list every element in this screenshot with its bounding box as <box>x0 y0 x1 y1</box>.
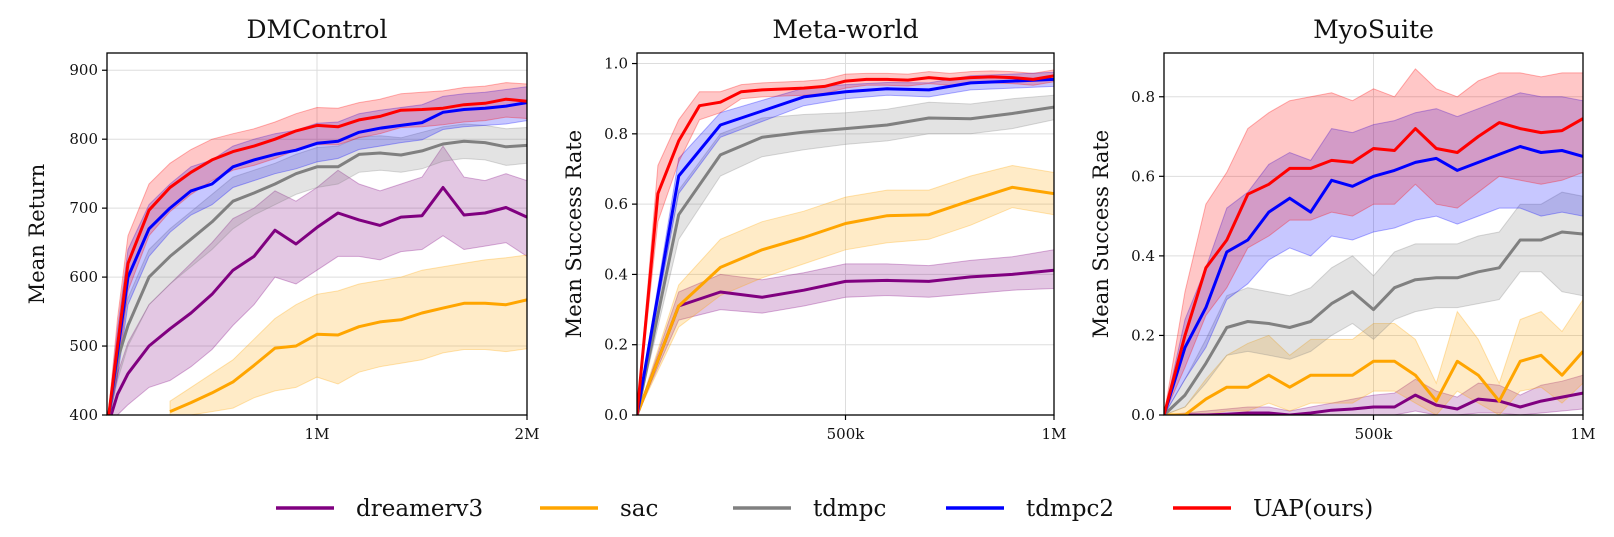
band-tdmpc2 <box>1164 92 1583 415</box>
y-tick-label: 0.2 <box>604 336 628 354</box>
y-tick-label: 400 <box>69 406 98 424</box>
line-uap <box>637 74 1054 415</box>
y-tick-label: 0.6 <box>604 195 628 213</box>
plot-area <box>637 69 1054 415</box>
band-tdmpc <box>637 94 1054 415</box>
line-uap <box>107 97 527 415</box>
line-dreamerv3 <box>109 186 527 415</box>
y-tick-label: 1.0 <box>604 55 628 73</box>
y-tick-label: 0.2 <box>1131 326 1155 344</box>
band-uap <box>107 82 527 415</box>
legend-label: tdmpc <box>813 496 886 522</box>
y-tick-label: 600 <box>69 268 98 286</box>
panel-0: 400 500 600 700 800 900 1M 2M DMControl Mean Retu… <box>25 15 539 443</box>
y-axis-label: Mean Return <box>25 164 49 304</box>
panel-title: MyoSuite <box>1313 15 1434 44</box>
y-tick-label: 0.6 <box>1131 167 1155 185</box>
line-sac <box>1164 350 1583 415</box>
plot-area <box>1164 68 1583 415</box>
band-uap <box>637 69 1054 415</box>
x-tick-label: 500k <box>1355 425 1394 443</box>
band-dreamerv3 <box>637 249 1054 415</box>
line-uap <box>1164 117 1583 415</box>
line-sac <box>169 298 527 413</box>
legend-entry-dreamerv3: dreamerv3 <box>276 496 483 522</box>
legend-label: dreamerv3 <box>356 496 483 522</box>
y-tick-label: 0.4 <box>1131 247 1155 265</box>
line-dreamerv3 <box>1164 391 1583 415</box>
legend-label: sac <box>620 496 658 522</box>
y-axis-label: Mean Success Rate <box>562 130 586 338</box>
line-tdmpc2 <box>1164 145 1583 415</box>
line-tdmpc2 <box>637 77 1054 415</box>
legend-entry-sac: sac <box>540 496 658 522</box>
band-uap <box>1164 68 1583 415</box>
band-tdmpc <box>1164 191 1583 415</box>
x-tick-label: 1M <box>1042 425 1067 443</box>
plot-area <box>107 82 527 415</box>
y-tick-label: 500 <box>69 337 98 355</box>
chart-panels: 400 500 600 700 800 900 1M 2M DMControl Mean Retu… <box>25 15 1595 443</box>
band-tdmpc2 <box>107 86 527 415</box>
band-tdmpc2 <box>637 71 1054 415</box>
legend-label: tdmpc2 <box>1026 496 1114 522</box>
panel-title: Meta-world <box>772 15 918 44</box>
line-tdmpc2 <box>107 101 527 415</box>
line-tdmpc <box>637 105 1054 415</box>
x-tick-label: 1M <box>1571 425 1596 443</box>
y-tick-label: 0.4 <box>604 265 628 283</box>
panel-1: 0.0 0.2 0.4 0.6 0.8 1.0 500k 1M Meta-world Mean S… <box>562 15 1066 443</box>
band-sac <box>1164 298 1583 415</box>
band-tdmpc <box>108 123 527 415</box>
x-tick-label: 1M <box>305 425 330 443</box>
line-dreamerv3 <box>637 268 1054 415</box>
legend-entry-tdmpc2: tdmpc2 <box>946 496 1114 522</box>
band-sac <box>637 164 1054 415</box>
band-dreamerv3 <box>1164 374 1583 415</box>
x-tick-label: 500k <box>827 425 866 443</box>
y-tick-label: 900 <box>69 61 98 79</box>
legend-entry-uap: UAP(ours) <box>1173 496 1373 522</box>
legend-label: UAP(ours) <box>1253 496 1373 522</box>
y-tick-label: 0.8 <box>1131 88 1155 106</box>
y-axis-label: Mean Success Rate <box>1089 130 1113 338</box>
line-tdmpc <box>1164 230 1583 415</box>
band-sac <box>169 254 527 415</box>
panel-2: 0.0 0.2 0.4 0.6 0.8 500k 1M MyoSuite Mean Succes… <box>1089 15 1595 443</box>
x-tick-label: 2M <box>515 425 540 443</box>
y-tick-label: 800 <box>69 130 98 148</box>
y-tick-label: 0.8 <box>604 125 628 143</box>
line-tdmpc <box>107 139 527 415</box>
legend-entry-tdmpc: tdmpc <box>733 496 886 522</box>
y-tick-label: 0.0 <box>604 406 628 424</box>
line-sac <box>637 185 1054 415</box>
y-tick-label: 700 <box>69 199 98 217</box>
panel-title: DMControl <box>247 15 388 44</box>
legend: dreamerv3 sac tdmpc tdmpc2 UAP(ours) <box>276 496 1373 522</box>
y-tick-label: 0.0 <box>1131 406 1155 424</box>
